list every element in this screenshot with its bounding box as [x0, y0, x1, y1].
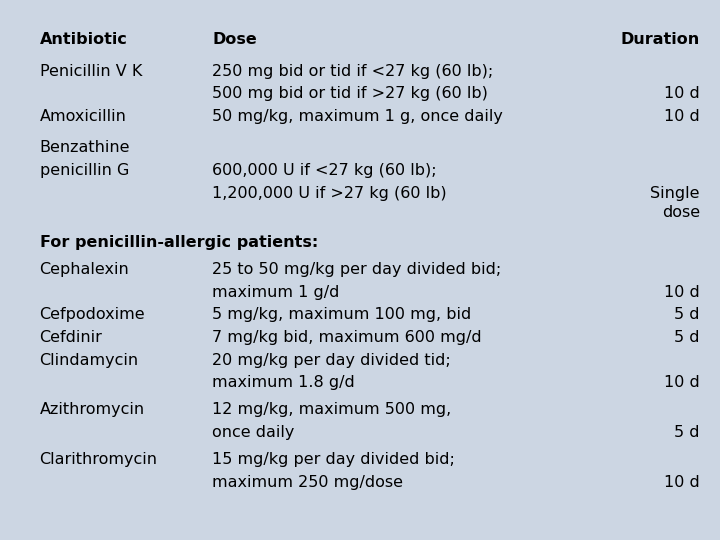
Text: Cefdinir: Cefdinir — [40, 330, 102, 345]
Text: 10 d: 10 d — [664, 285, 700, 300]
Text: Clindamycin: Clindamycin — [40, 353, 139, 368]
Text: Azithromycin: Azithromycin — [40, 402, 145, 417]
Text: 7 mg/kg bid, maximum 600 mg/d: 7 mg/kg bid, maximum 600 mg/d — [212, 330, 482, 345]
Text: 10 d: 10 d — [664, 109, 700, 124]
Text: 10 d: 10 d — [664, 375, 700, 390]
Text: 1,200,000 U if >27 kg (60 lb): 1,200,000 U if >27 kg (60 lb) — [212, 186, 447, 201]
Text: maximum 1 g/d: maximum 1 g/d — [212, 285, 340, 300]
Text: 10 d: 10 d — [664, 475, 700, 490]
Text: 12 mg/kg, maximum 500 mg,: 12 mg/kg, maximum 500 mg, — [212, 402, 451, 417]
Text: 10 d: 10 d — [664, 86, 700, 102]
Text: 25 to 50 mg/kg per day divided bid;: 25 to 50 mg/kg per day divided bid; — [212, 262, 502, 277]
Text: 50 mg/kg, maximum 1 g, once daily: 50 mg/kg, maximum 1 g, once daily — [212, 109, 503, 124]
Text: 5 d: 5 d — [675, 330, 700, 345]
Text: Amoxicillin: Amoxicillin — [40, 109, 127, 124]
Text: Penicillin V K: Penicillin V K — [40, 64, 142, 79]
Text: penicillin G: penicillin G — [40, 163, 129, 178]
Text: Benzathine: Benzathine — [40, 140, 130, 156]
Text: 5 d: 5 d — [675, 425, 700, 440]
Text: 5 mg/kg, maximum 100 mg, bid: 5 mg/kg, maximum 100 mg, bid — [212, 307, 472, 322]
Text: Cephalexin: Cephalexin — [40, 262, 130, 277]
Text: maximum 250 mg/dose: maximum 250 mg/dose — [212, 475, 403, 490]
Text: Duration: Duration — [621, 32, 700, 48]
Text: For penicillin-allergic patients:: For penicillin-allergic patients: — [40, 235, 318, 250]
Text: maximum 1.8 g/d: maximum 1.8 g/d — [212, 375, 355, 390]
Text: Clarithromycin: Clarithromycin — [40, 452, 158, 467]
Text: 15 mg/kg per day divided bid;: 15 mg/kg per day divided bid; — [212, 452, 455, 467]
Text: dose: dose — [662, 205, 700, 220]
Text: Antibiotic: Antibiotic — [40, 32, 127, 48]
Text: 250 mg bid or tid if <27 kg (60 lb);: 250 mg bid or tid if <27 kg (60 lb); — [212, 64, 494, 79]
Text: Cefpodoxime: Cefpodoxime — [40, 307, 145, 322]
Text: Single: Single — [650, 186, 700, 201]
Text: 20 mg/kg per day divided tid;: 20 mg/kg per day divided tid; — [212, 353, 451, 368]
Text: 500 mg bid or tid if >27 kg (60 lb): 500 mg bid or tid if >27 kg (60 lb) — [212, 86, 488, 102]
Text: once daily: once daily — [212, 425, 294, 440]
Text: 600,000 U if <27 kg (60 lb);: 600,000 U if <27 kg (60 lb); — [212, 163, 437, 178]
Text: 5 d: 5 d — [675, 307, 700, 322]
Text: Dose: Dose — [212, 32, 257, 48]
